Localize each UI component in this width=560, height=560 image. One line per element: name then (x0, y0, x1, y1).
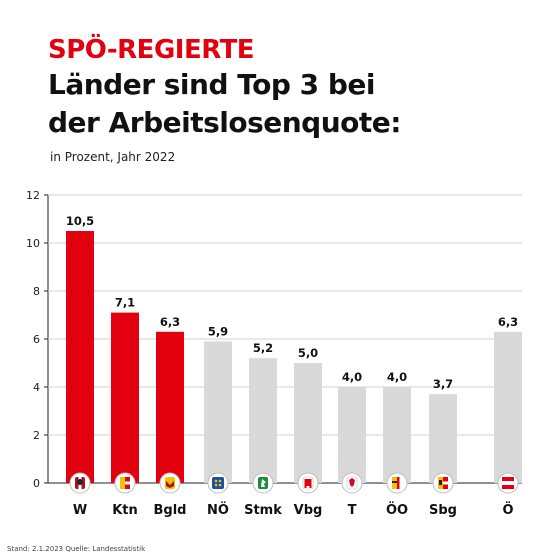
data-label-Bgld: 6,3 (160, 315, 180, 329)
bar-Bgld (156, 331, 184, 483)
chart-subtitle: in Prozent, Jahr 2022 (50, 150, 176, 164)
y-tick-label: 0 (33, 477, 40, 490)
flag-austria-icon (497, 472, 519, 494)
bar-W (66, 231, 94, 483)
category-label-T: T (348, 503, 357, 518)
y-tick-label: 4 (33, 381, 40, 394)
coat-of-arms-burgenland-icon (159, 472, 181, 494)
category-label-Ktn: Ktn (112, 503, 138, 518)
bar-Sbg (429, 394, 457, 483)
data-label-Sbg: 3,7 (433, 377, 453, 391)
bar-T (338, 387, 366, 483)
data-label-T: 4,0 (342, 370, 362, 384)
category-label-Vbg: Vbg (294, 503, 323, 518)
data-label-Ktn: 7,1 (115, 296, 135, 310)
category-label-Bgld: Bgld (154, 503, 187, 518)
y-tick-label: 8 (33, 285, 40, 298)
category-label-Stmk: Stmk (244, 503, 282, 518)
coat-of-arms-carinthia-icon (114, 472, 136, 494)
coat-of-arms-vienna-icon (69, 472, 91, 494)
data-label-Stmk: 5,2 (253, 341, 273, 355)
category-label-ÖO: ÖO (386, 502, 408, 518)
category-label-Sbg: Sbg (429, 503, 457, 518)
y-tick-label: 12 (26, 189, 40, 202)
bar-NÖ (204, 341, 232, 483)
coat-of-arms-styria-icon (252, 472, 274, 494)
y-tick-label: 2 (33, 429, 40, 442)
bar-Ö (494, 331, 522, 483)
bar-Ktn (111, 312, 139, 483)
headline-line-3: der Arbeitslosenquote: (48, 106, 401, 139)
headline-line-2: Länder sind Top 3 bei (48, 68, 376, 101)
y-tick-label: 6 (33, 333, 40, 346)
coat-of-arms-salzburg-icon (432, 472, 454, 494)
source-footer: Stand: 2.1.2023 Quelle: Landesstatistik (7, 545, 146, 553)
bar-Vbg (294, 363, 322, 483)
data-label-NÖ: 5,9 (208, 324, 228, 338)
category-label-Ö: Ö (502, 502, 513, 518)
data-label-Ö: 6,3 (498, 315, 518, 329)
data-label-Vbg: 5,0 (298, 346, 318, 360)
coat-of-arms-vorarlberg-icon (297, 472, 319, 494)
coat-of-arms-lower-austria-icon (207, 472, 229, 494)
bar-ÖO (383, 387, 411, 483)
headline-line-1: SPÖ-REGIERTE (48, 35, 255, 65)
bar-Stmk (249, 358, 277, 483)
data-label-W: 10,5 (66, 214, 94, 228)
data-label-ÖO: 4,0 (387, 370, 407, 384)
coat-of-arms-tyrol-icon (341, 472, 363, 494)
y-tick-label: 10 (26, 237, 40, 250)
coat-of-arms-upper-austria-icon (386, 472, 408, 494)
category-label-W: W (73, 503, 87, 518)
category-label-NÖ: NÖ (207, 502, 229, 518)
